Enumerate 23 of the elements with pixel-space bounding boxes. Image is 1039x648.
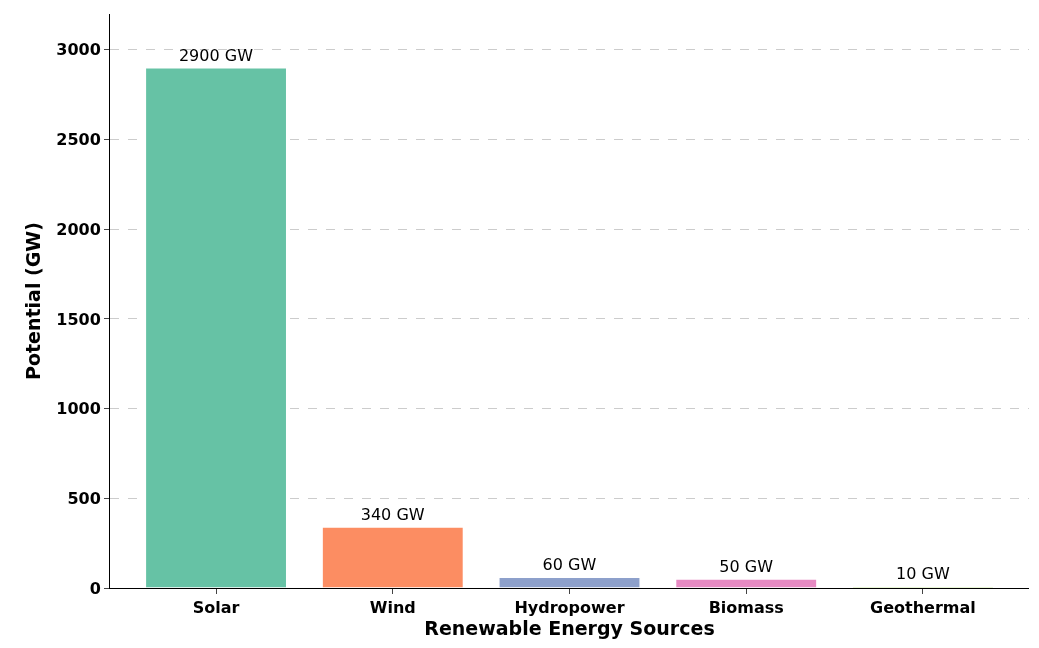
bar <box>498 576 641 588</box>
bar <box>144 67 288 588</box>
data-label: 10 GW <box>896 564 950 584</box>
x-tick-label: Hydropower <box>514 598 625 618</box>
data-label: 2900 GW <box>178 45 254 65</box>
y-axis-title: Potential (GW) <box>22 222 45 380</box>
x-tick-label: Solar <box>192 598 240 618</box>
bar <box>674 578 818 588</box>
y-tick-label: 1500 <box>56 309 101 329</box>
x-tick-label: Geothermal <box>870 598 976 618</box>
data-label: 50 GW <box>719 557 774 577</box>
y-tick-label: 500 <box>67 488 101 508</box>
y-tick-label: 2500 <box>56 130 101 150</box>
bar <box>321 526 465 588</box>
x-tick-label: Wind <box>369 598 416 618</box>
y-tick-label: 0 <box>89 578 101 598</box>
x-axis-title: Renewable Energy Sources <box>424 617 715 640</box>
y-tick-label: 3000 <box>56 40 101 60</box>
data-label: 340 GW <box>360 505 425 525</box>
y-tick-label: 2000 <box>56 219 101 239</box>
y-tick-label: 1000 <box>56 399 101 419</box>
x-tick-label: Biomass <box>708 598 784 618</box>
data-label: 60 GW <box>542 555 597 575</box>
